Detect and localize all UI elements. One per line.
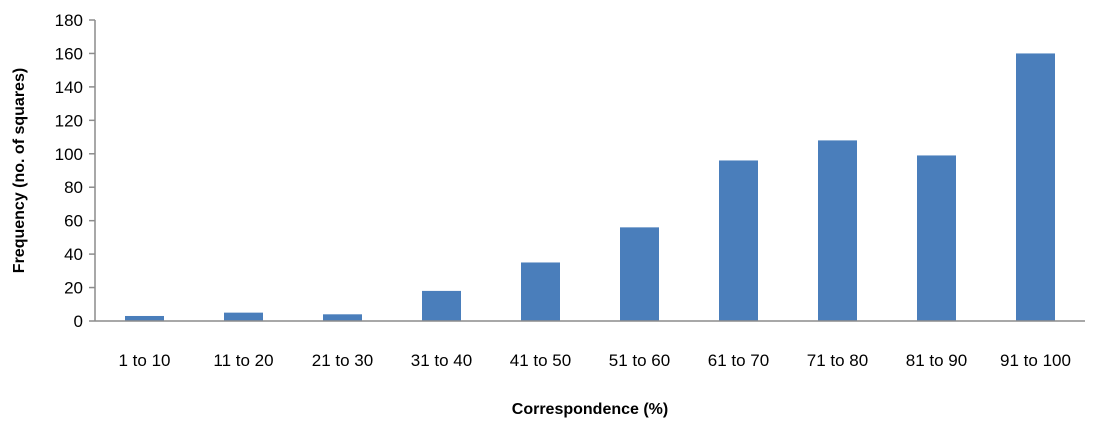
bar bbox=[1016, 53, 1055, 321]
y-tick-label: 140 bbox=[55, 78, 83, 97]
bar bbox=[719, 160, 758, 321]
x-tick-label: 71 to 80 bbox=[807, 351, 868, 370]
x-tick-label: 91 to 100 bbox=[1000, 351, 1071, 370]
x-tick-label: 81 to 90 bbox=[906, 351, 967, 370]
y-tick-label: 100 bbox=[55, 145, 83, 164]
y-tick-label: 60 bbox=[64, 212, 83, 231]
y-tick-label: 0 bbox=[74, 312, 83, 331]
x-tick-label: 61 to 70 bbox=[708, 351, 769, 370]
x-tick-label: 11 to 20 bbox=[213, 351, 273, 370]
bar-series bbox=[125, 53, 1055, 321]
x-axis-title: Correspondence (%) bbox=[512, 401, 668, 418]
bar bbox=[917, 155, 956, 321]
y-axis-tick-labels: 0 20 40 60 80 100 120 140 160 180 bbox=[55, 11, 83, 331]
x-tick-label: 41 to 50 bbox=[510, 351, 571, 370]
bar bbox=[323, 314, 362, 321]
y-tick-label: 20 bbox=[64, 279, 83, 298]
bar bbox=[818, 140, 857, 321]
x-axis-tick-labels: 1 to 10 11 to 20 21 to 30 31 to 40 41 to 50 5… bbox=[119, 351, 1071, 370]
bar bbox=[125, 315, 164, 321]
y-tick-label: 160 bbox=[55, 44, 83, 63]
y-axis-title: Frequency (no. of squares) bbox=[11, 68, 28, 273]
y-axis-ticks bbox=[89, 19, 95, 322]
y-tick-label: 180 bbox=[55, 11, 83, 30]
x-tick-label: 21 to 30 bbox=[312, 351, 373, 370]
y-tick-label: 80 bbox=[64, 178, 83, 197]
x-tick-label: 31 to 40 bbox=[411, 351, 472, 370]
bar bbox=[224, 312, 263, 321]
bar bbox=[620, 227, 659, 321]
y-tick-label: 40 bbox=[64, 245, 83, 264]
x-tick-label: 51 to 60 bbox=[609, 351, 670, 370]
x-tick-label: 1 to 10 bbox=[119, 351, 171, 370]
bar bbox=[521, 262, 560, 321]
bar bbox=[422, 290, 461, 321]
y-tick-label: 120 bbox=[55, 111, 83, 130]
